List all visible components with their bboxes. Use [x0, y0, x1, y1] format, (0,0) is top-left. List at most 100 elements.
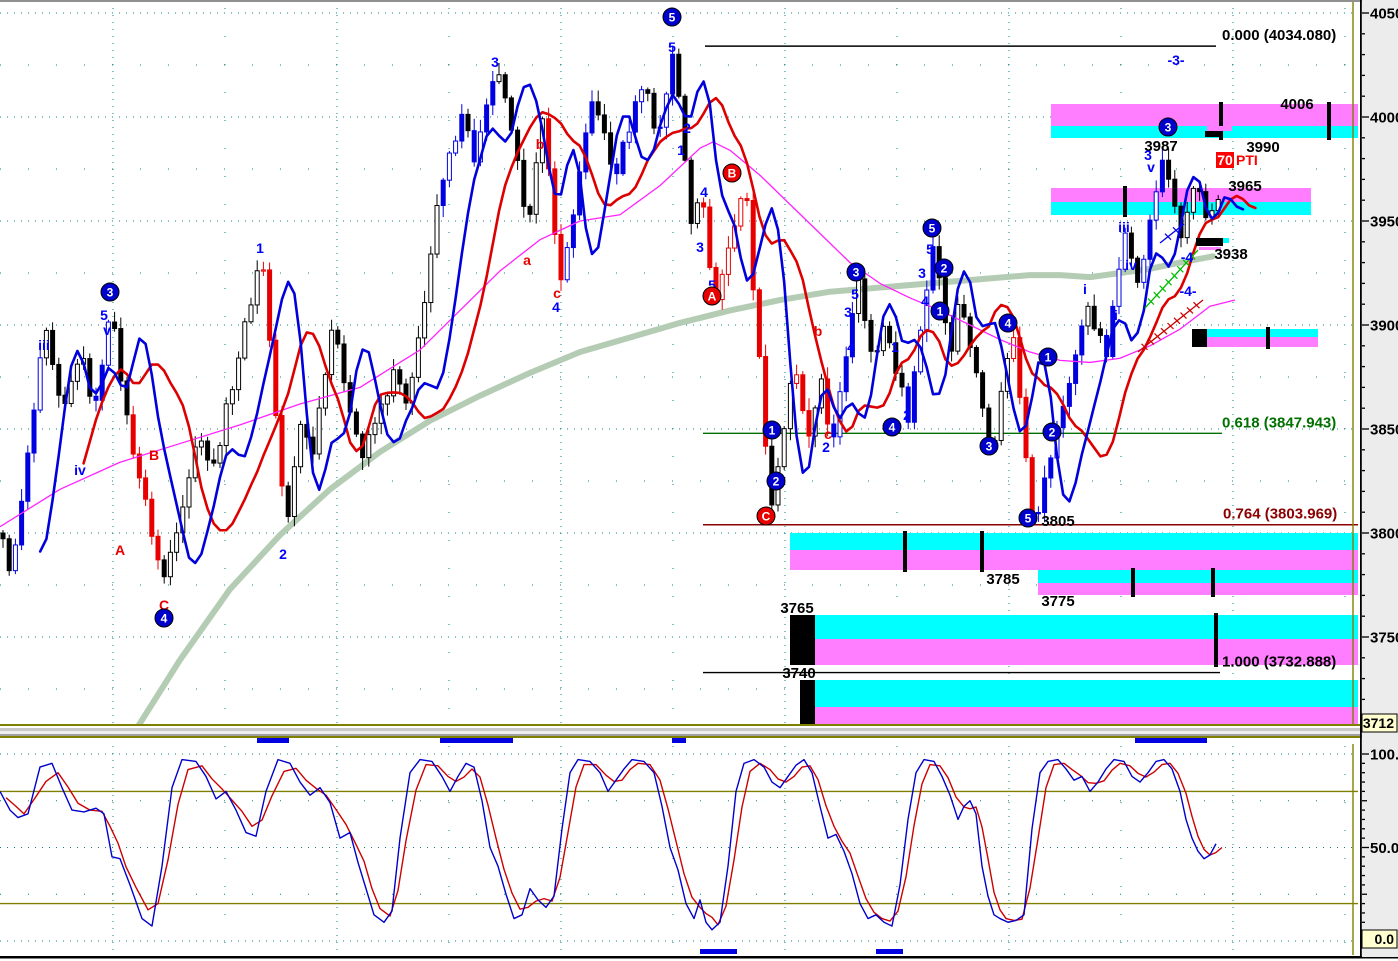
candle-body	[1035, 512, 1041, 515]
wave-label-red: c	[824, 426, 832, 442]
candle-body	[632, 101, 638, 133]
candle-body	[639, 89, 645, 103]
candle-body	[1116, 268, 1122, 307]
pivot-price-label: 3938	[1214, 246, 1247, 263]
long-term-ma-line	[135, 253, 1216, 724]
wave-label-red: B	[149, 447, 159, 463]
wave-circled-blue-circle	[762, 420, 782, 440]
candle-body	[787, 382, 793, 430]
pivot-price-label: 3987	[1144, 138, 1177, 155]
wave-label-blue: v	[103, 322, 111, 338]
candle-body	[1184, 211, 1190, 239]
stop-marker	[1199, 247, 1221, 250]
candle-body	[242, 321, 248, 359]
candle-body	[564, 247, 570, 281]
candle-body	[719, 273, 725, 301]
candle-body	[291, 466, 297, 518]
trendline-hatch	[1173, 317, 1181, 325]
candle-body	[608, 132, 614, 165]
oscillator-plot-area[interactable]	[0, 744, 1360, 956]
band-time-tick	[980, 531, 984, 572]
candle-body	[366, 434, 372, 459]
price-axis-label: 4050.	[1370, 6, 1398, 23]
wave-label-blue: 5	[708, 277, 716, 293]
candle-body	[118, 328, 124, 382]
wave-label-blue: -3-	[1167, 52, 1184, 68]
osc-last-value-box	[1361, 929, 1398, 949]
separator-olive-bottom	[0, 736, 1398, 738]
candle-body	[701, 202, 707, 208]
pti-badge-box	[1216, 152, 1234, 168]
wave-circled-blue-circle	[998, 313, 1018, 333]
candle-body	[267, 269, 273, 341]
signal-bar-top	[672, 738, 686, 743]
candle-body	[738, 198, 744, 227]
candle-body	[750, 199, 756, 291]
wave-circled-blue: 3	[986, 440, 993, 454]
pivot-price-label: 3765	[780, 600, 813, 617]
candle-body	[1048, 457, 1054, 479]
candle-body	[19, 500, 25, 546]
candle-body	[688, 159, 694, 224]
pti-value: 70	[1217, 152, 1233, 168]
oscillator-panel	[0, 746, 1358, 955]
wave-circled-blue: 1	[937, 305, 944, 319]
candle-body	[626, 131, 632, 143]
candle-body	[781, 428, 787, 468]
candle-body	[973, 346, 979, 374]
band-time-tick	[1327, 102, 1331, 140]
candle-body	[694, 202, 700, 224]
wave-label-blue: 3	[918, 265, 926, 281]
wave-label-blue: 3	[844, 304, 852, 320]
candlesticks	[0, 46, 1221, 586]
trendline-hatch	[1154, 332, 1161, 340]
wave-circled-blue-circle	[979, 436, 999, 456]
bottom-border	[0, 956, 1398, 959]
band-upper-half	[1051, 188, 1311, 202]
candle-body	[676, 53, 682, 97]
candle-body	[329, 329, 335, 376]
candle-body	[887, 325, 893, 344]
candle-body	[868, 319, 874, 352]
candle-body	[589, 101, 595, 134]
candle-body	[1079, 325, 1085, 356]
wave-circled-red-circle	[722, 163, 742, 183]
candle-body	[124, 380, 130, 416]
band-lower-half	[1038, 583, 1358, 595]
wave-circled-blue-circle	[1158, 117, 1178, 137]
wave-circled-blue: 5	[929, 222, 936, 236]
candle-body	[12, 544, 18, 572]
trendline-hatch	[1141, 343, 1148, 351]
candle-body	[645, 89, 651, 94]
price-axis-label: 3850.	[1370, 422, 1398, 439]
wave-circled-blue: 4	[889, 421, 896, 435]
wave-circled-blue: 2	[941, 262, 948, 276]
candle-body	[471, 130, 477, 163]
wave-circled-blue-circle	[154, 608, 174, 628]
candle-body	[37, 357, 43, 411]
band-upper-half	[800, 680, 1358, 707]
wave-label-blue: 5	[851, 286, 859, 302]
stop-marker	[1207, 126, 1232, 131]
candle-body	[899, 372, 905, 388]
osc-last-value: 0.0	[1375, 931, 1395, 947]
wave-label-blue: v	[1147, 159, 1155, 175]
fib-label: 0.764 (3803.969)	[1223, 506, 1337, 523]
band-time-tick	[1214, 613, 1218, 667]
candle-body	[1166, 159, 1172, 180]
wave-circled-red: B	[728, 167, 737, 181]
candle-body	[515, 129, 521, 161]
wave-label-blue: iv	[1125, 257, 1137, 273]
candle-body	[744, 198, 750, 201]
wave-label-blue: 1	[677, 142, 685, 158]
displaced-ma-line	[82, 96, 1257, 532]
candle-body	[651, 92, 657, 129]
wave-label-blue: 1	[891, 339, 899, 355]
oscillator-k-line	[0, 758, 1217, 931]
candle-body	[1091, 305, 1097, 330]
trendline-hatch	[1160, 327, 1168, 335]
separator-band-lighter	[0, 731, 1398, 734]
wave-circled-blue-circle	[882, 417, 902, 437]
candle-body	[335, 329, 341, 345]
wave-label-red: a	[523, 252, 531, 268]
